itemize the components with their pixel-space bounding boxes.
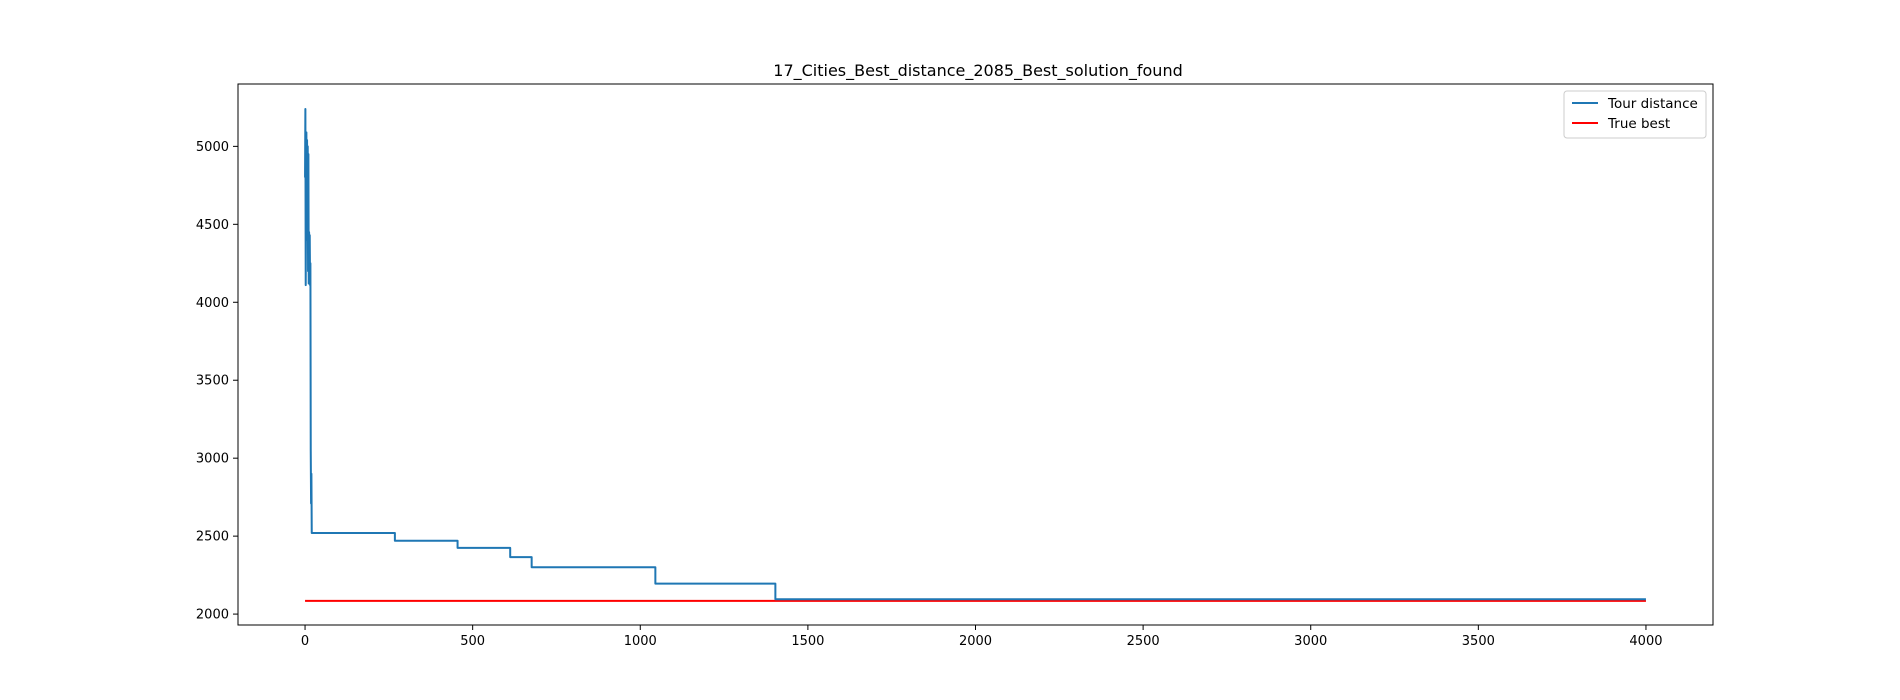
y-tick-label: 3000 — [196, 452, 229, 467]
plot-frame — [237, 83, 1714, 626]
x-tick-label: 3000 — [1294, 634, 1327, 649]
legend: Tour distance True best — [1563, 90, 1707, 139]
y-tick-label: 4000 — [196, 296, 229, 311]
plot-area — [238, 84, 1713, 625]
legend-box — [1563, 90, 1707, 139]
chart-title: 17_Cities_Best_distance_2085_Best_soluti… — [773, 61, 1182, 81]
y-tick-label: 4500 — [196, 218, 229, 233]
series-layer — [304, 107, 1646, 602]
y-tick-label: 5000 — [196, 140, 229, 155]
y-tick-label: 3500 — [196, 374, 229, 389]
y-tick-label: 2000 — [196, 608, 229, 623]
legend-label-tour-distance: Tour distance — [1607, 96, 1698, 112]
x-tick-label: 0 — [301, 634, 309, 649]
x-tick-label: 4000 — [1629, 634, 1662, 649]
legend-label-true-best: True best — [1607, 116, 1670, 132]
x-axis: 0 500 1000 1500 2000 2500 3000 3500 4000 — [301, 625, 1663, 649]
x-tick-label: 1500 — [791, 634, 824, 649]
x-tick-label: 2500 — [1127, 634, 1160, 649]
y-tick-label: 2500 — [196, 530, 229, 545]
x-tick-label: 1000 — [624, 634, 657, 649]
y-axis: 2000 2500 3000 3500 4000 4500 5000 — [196, 140, 238, 623]
x-tick-label: 500 — [460, 634, 485, 649]
series-line-tour-distance — [304, 107, 1646, 601]
x-tick-label: 3500 — [1462, 634, 1495, 649]
x-tick-label: 2000 — [959, 634, 992, 649]
